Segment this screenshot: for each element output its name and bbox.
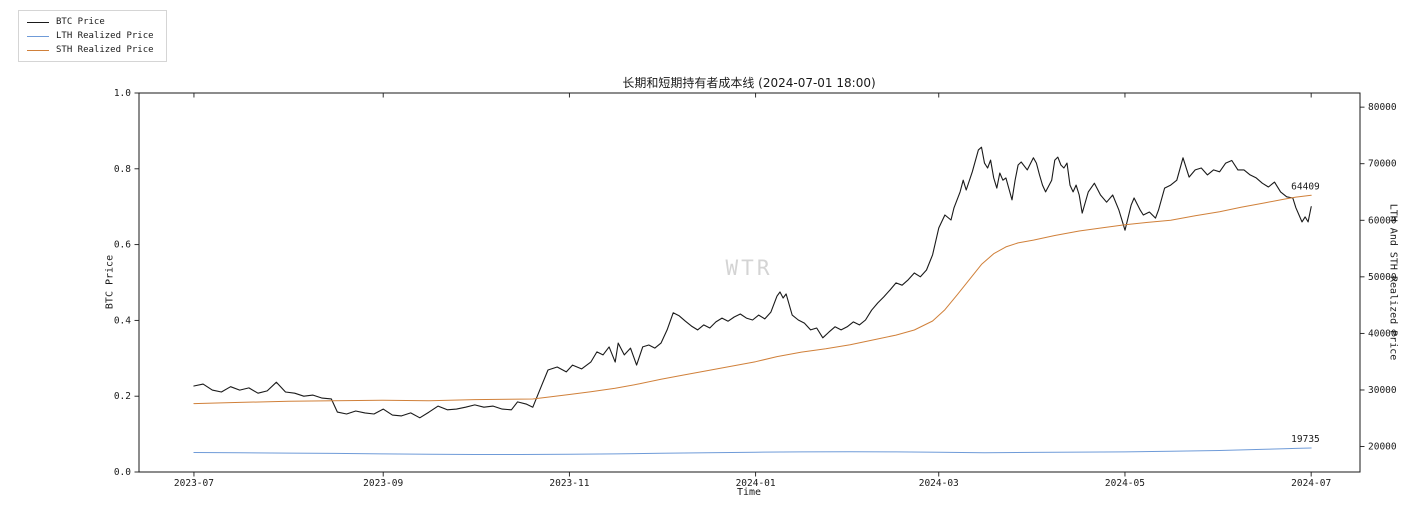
legend-item-lth-realized-price: LTH Realized Price xyxy=(27,31,154,41)
legend-item-btc-price: BTC Price xyxy=(27,17,154,27)
x-tick-label: 2023-09 xyxy=(363,478,403,489)
legend-line-swatch-btc xyxy=(27,21,49,23)
legend-item-sth-realized-price: STH Realized Price xyxy=(27,45,154,55)
left-tick-label: 0.0 xyxy=(114,467,131,478)
left-tick-label: 1.0 xyxy=(114,88,131,99)
left-tick-label: 0.6 xyxy=(114,240,131,251)
x-tick-label: 2024-01 xyxy=(736,478,776,489)
right-tick-label: 30000 xyxy=(1368,385,1397,396)
x-tick-label: 2024-03 xyxy=(919,478,959,489)
annotation-sth-realized-price: 64409 xyxy=(1291,181,1320,192)
legend-item-label: BTC Price xyxy=(56,17,105,27)
annotation-lth-realized-price: 19735 xyxy=(1291,434,1320,445)
left-tick-label: 0.2 xyxy=(114,391,131,402)
plot-border xyxy=(138,92,1361,473)
legend-line-swatch-lth xyxy=(27,35,49,37)
right-tick-label: 70000 xyxy=(1368,159,1397,170)
legend-item-label: STH Realized Price xyxy=(56,45,154,55)
right-tick-label: 80000 xyxy=(1368,102,1397,113)
x-tick-label: 2024-05 xyxy=(1105,478,1145,489)
right-tick-label: 40000 xyxy=(1368,328,1397,339)
right-tick-label: 60000 xyxy=(1368,215,1397,226)
right-tick-label: 50000 xyxy=(1368,272,1397,283)
legend: BTC Price LTH Realized Price STH Realize… xyxy=(18,10,167,62)
x-tick-label: 2023-07 xyxy=(174,478,214,489)
legend-line-swatch-sth xyxy=(27,49,49,51)
left-tick-label: 0.8 xyxy=(114,164,131,175)
chart-title: 长期和短期持有者成本线 (2024-07-01 18:00) xyxy=(622,76,876,90)
series-line-btc-price xyxy=(193,146,1312,419)
x-tick-label: 2023-11 xyxy=(549,478,589,489)
watermark: WTR xyxy=(725,256,773,280)
legend-item-label: LTH Realized Price xyxy=(56,31,154,41)
series-line-lth-realized-price xyxy=(193,447,1312,455)
x-axis-label: Time xyxy=(736,487,762,498)
series-line-sth-realized-price xyxy=(193,194,1312,405)
left-tick-label: 0.4 xyxy=(114,315,131,326)
right-tick-label: 20000 xyxy=(1368,442,1397,453)
x-tick-label: 2024-07 xyxy=(1291,478,1331,489)
